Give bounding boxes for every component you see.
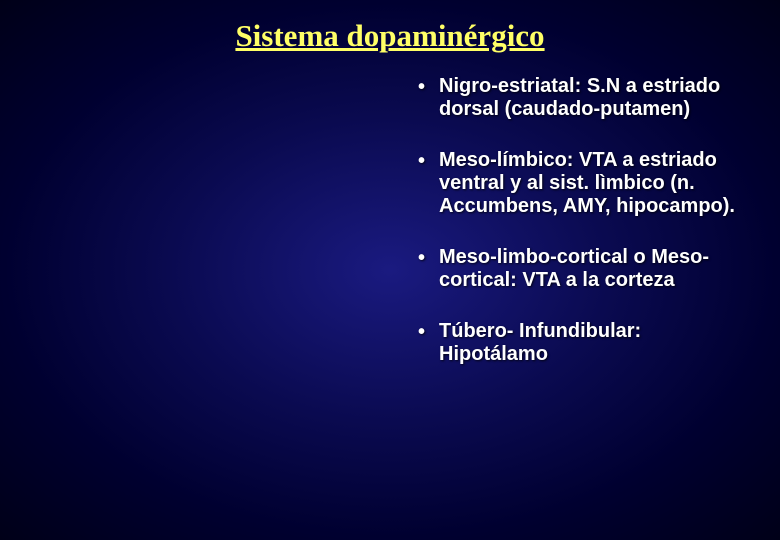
bullet-text: Nigro-estriatal: S.N a estriado dorsal (… bbox=[439, 75, 748, 121]
slide-title: Sistema dopaminérgico bbox=[0, 18, 780, 54]
bullet-icon: • bbox=[418, 247, 425, 270]
list-item: • Túbero- Infundibular: Hipotálamo bbox=[418, 320, 748, 366]
bullet-icon: • bbox=[418, 321, 425, 344]
bullet-text: Túbero- Infundibular: Hipotálamo bbox=[439, 320, 748, 366]
list-item: • Meso-límbico: VTA a estriado ventral y… bbox=[418, 149, 748, 218]
bullet-list: • Nigro-estriatal: S.N a estriado dorsal… bbox=[418, 75, 748, 394]
bullet-icon: • bbox=[418, 76, 425, 99]
bullet-text: Meso-limbo-cortical o Meso-cortical: VTA… bbox=[439, 246, 748, 292]
slide: Sistema dopaminérgico • Nigro-estriatal:… bbox=[0, 0, 780, 540]
list-item: • Meso-limbo-cortical o Meso-cortical: V… bbox=[418, 246, 748, 292]
list-item: • Nigro-estriatal: S.N a estriado dorsal… bbox=[418, 75, 748, 121]
bullet-icon: • bbox=[418, 150, 425, 173]
bullet-text: Meso-límbico: VTA a estriado ventral y a… bbox=[439, 149, 748, 218]
